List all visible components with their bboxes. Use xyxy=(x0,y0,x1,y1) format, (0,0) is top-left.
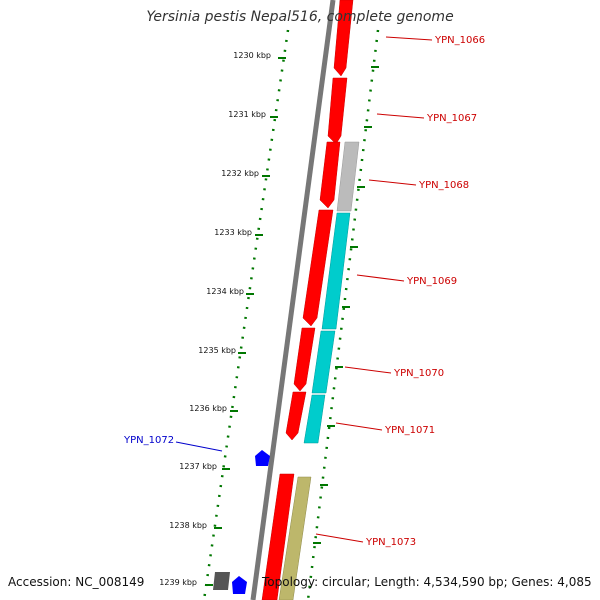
gene-label: YPN_1068 xyxy=(418,180,469,191)
gene-feature-ypn-1068 xyxy=(319,141,341,209)
cyan-features xyxy=(303,212,351,444)
tick-label: 1235 kbp xyxy=(198,346,236,355)
leader-ypn-1067 xyxy=(376,113,425,119)
gene-feature-ypn-1067 xyxy=(327,77,348,145)
gene-label: YPN_1070 xyxy=(393,368,444,379)
leader-ypn-1072 xyxy=(175,441,223,452)
gray-feature xyxy=(336,141,360,212)
gene-labels: YPN_1066 YPN_1067 YPN_1068 YPN_1069 YPN_… xyxy=(123,35,485,548)
genome-backbone xyxy=(250,0,336,600)
accession-text: Accession: NC_008149 xyxy=(8,575,145,589)
gene-feature-ypn-1066 xyxy=(333,0,354,77)
cds-features xyxy=(261,0,354,600)
cyan-feature xyxy=(303,394,326,444)
gene-feature-ypn-1071 xyxy=(285,391,307,441)
inner-ruler-ticks xyxy=(205,57,286,586)
leader-ypn-1066 xyxy=(385,36,433,41)
gene-label: YPN_1072 xyxy=(123,435,174,446)
leader-ypn-1068 xyxy=(368,179,417,186)
outer-ruler-ticks xyxy=(313,66,379,544)
tick-label: 1230 kbp xyxy=(233,51,271,60)
tick-labels: 1230 kbp 1231 kbp 1232 kbp 1233 kbp 1234… xyxy=(159,51,271,587)
cyan-feature xyxy=(311,330,336,394)
tick-label: 1233 kbp xyxy=(214,228,252,237)
leader-ypn-1070 xyxy=(344,366,392,374)
topology-text: Topology: circular; Length: 4,534,590 bp… xyxy=(262,575,592,589)
label-leaders xyxy=(175,36,433,543)
gene-label: YPN_1069 xyxy=(406,276,457,287)
gene-feature-ypn-1069 xyxy=(302,209,334,327)
tick-label: 1236 kbp xyxy=(189,404,227,413)
gene-label: YPN_1067 xyxy=(426,113,477,124)
leader-ypn-1071 xyxy=(335,422,383,431)
dark-feature xyxy=(213,572,230,590)
cyan-feature xyxy=(321,212,351,330)
gene-feature-ypn-1070 xyxy=(293,327,316,392)
gene-label: YPN_1066 xyxy=(434,35,485,46)
gene-feature-ypn-1072 xyxy=(255,450,270,466)
blue-feature xyxy=(232,576,247,594)
tick-label: 1239 kbp xyxy=(159,578,197,587)
tick-label: 1237 kbp xyxy=(179,462,217,471)
gene-feature-ypn-1073 xyxy=(261,473,295,600)
tick-label: 1238 kbp xyxy=(169,521,207,530)
leader-ypn-1069 xyxy=(356,274,405,282)
gene-label: YPN_1073 xyxy=(365,537,416,548)
tick-label: 1231 kbp xyxy=(228,110,266,119)
inner-ruler xyxy=(202,29,290,600)
tick-label: 1232 kbp xyxy=(221,169,259,178)
gene-label: YPN_1071 xyxy=(384,425,435,436)
leader-ypn-1073 xyxy=(315,533,364,543)
genome-title: Yersinia pestis Nepal516, complete genom… xyxy=(146,9,454,25)
olive-feature xyxy=(278,476,312,600)
tick-label: 1234 kbp xyxy=(206,287,244,296)
